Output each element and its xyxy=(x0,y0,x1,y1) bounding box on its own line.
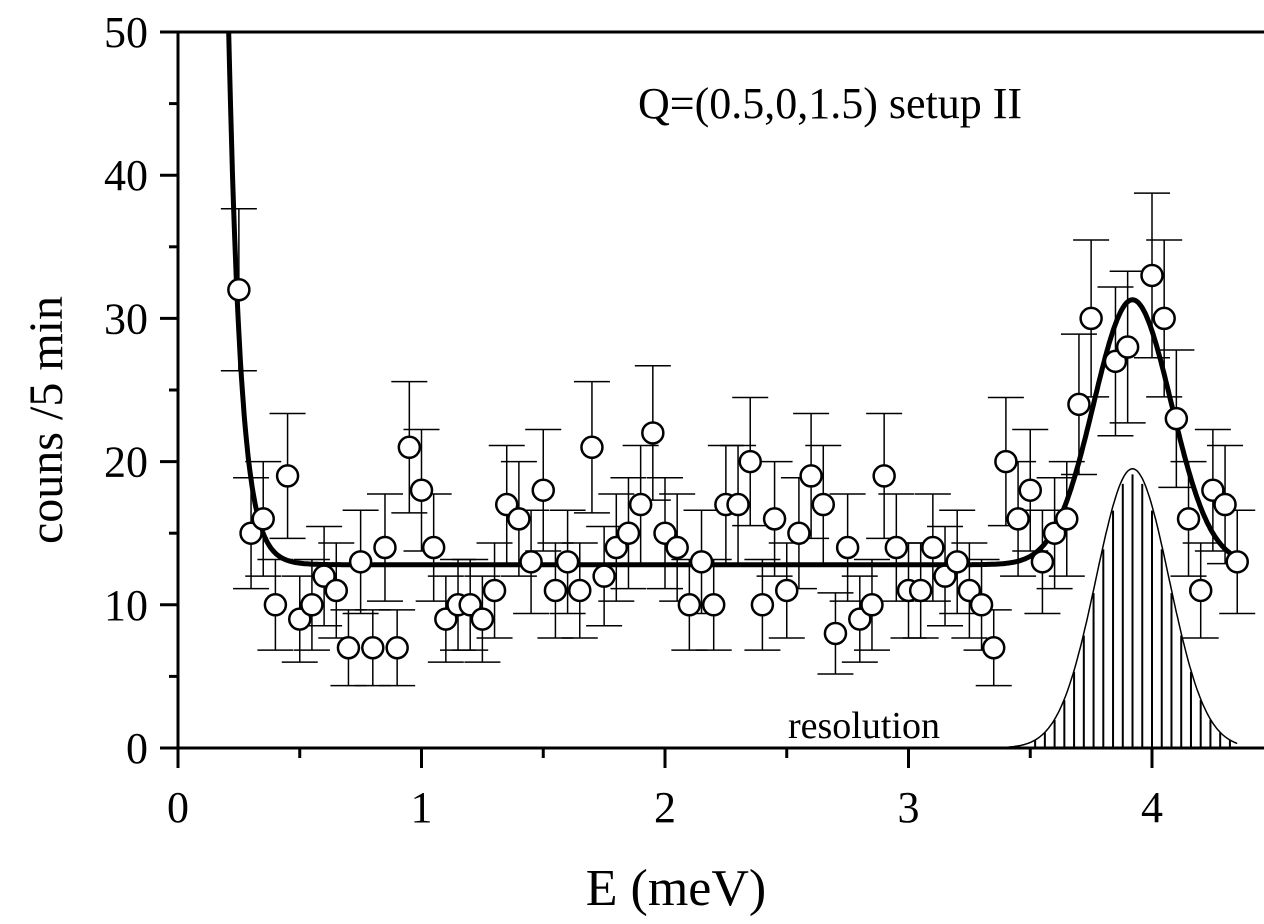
data-point xyxy=(811,492,836,517)
x-tick-label: 0 xyxy=(167,783,189,832)
data-points xyxy=(227,263,1249,660)
data-point xyxy=(324,578,349,603)
y-tick-label: 0 xyxy=(126,724,148,773)
data-point xyxy=(251,507,275,531)
y-axis-label: couns /5 min xyxy=(20,296,73,544)
data-point xyxy=(762,507,787,531)
data-point xyxy=(348,550,373,574)
data-point xyxy=(1115,335,1140,359)
x-tick-label: 3 xyxy=(898,783,920,832)
data-point xyxy=(409,478,434,502)
data-point xyxy=(969,593,994,617)
data-point xyxy=(921,535,945,560)
data-point xyxy=(641,421,665,445)
data-point xyxy=(482,578,507,603)
data-point xyxy=(1164,406,1189,431)
y-tick-label: 20 xyxy=(104,438,148,487)
chart-title: Q=(0.5,0,1.5) setup II xyxy=(638,79,1022,128)
data-point xyxy=(300,593,324,617)
data-point xyxy=(994,449,1018,474)
data-point xyxy=(908,578,933,603)
data-point xyxy=(385,636,409,660)
data-point xyxy=(580,435,604,460)
data-point xyxy=(835,535,860,560)
data-point xyxy=(1225,550,1249,574)
x-tick-label: 2 xyxy=(654,783,676,832)
data-point xyxy=(361,636,385,660)
data-point xyxy=(470,607,495,631)
data-point xyxy=(1176,507,1201,531)
x-tick-label: 4 xyxy=(1141,783,1163,832)
data-point xyxy=(1152,306,1176,331)
data-point xyxy=(884,535,909,560)
data-point xyxy=(1213,492,1237,517)
data-point xyxy=(689,550,714,574)
data-point xyxy=(531,478,555,502)
data-point xyxy=(775,578,799,603)
data-point xyxy=(945,550,969,574)
data-point xyxy=(568,578,592,603)
data-point xyxy=(592,564,616,588)
data-point xyxy=(823,621,848,646)
y-tick-label: 40 xyxy=(104,151,148,200)
data-point xyxy=(981,636,1006,660)
x-axis-label: E (meV) xyxy=(586,860,766,917)
data-point xyxy=(1067,392,1091,417)
data-point xyxy=(1188,578,1213,603)
data-point xyxy=(421,535,446,560)
data-point xyxy=(227,278,251,302)
data-point xyxy=(275,464,300,488)
resolution-curve xyxy=(993,468,1238,749)
data-point xyxy=(1140,263,1164,288)
data-point xyxy=(555,550,580,574)
data-point xyxy=(543,578,568,603)
data-point xyxy=(1006,507,1030,531)
data-point xyxy=(1055,507,1079,531)
y-ticks: 0 10 20 30 40 50 xyxy=(104,8,178,773)
data-point xyxy=(519,550,543,574)
x-tick-label: 1 xyxy=(411,783,433,832)
data-point xyxy=(665,535,689,560)
y-tick-label: 50 xyxy=(104,8,148,57)
data-point xyxy=(787,521,811,545)
data-point xyxy=(872,464,896,488)
error-bars xyxy=(220,192,1256,687)
data-point xyxy=(799,464,823,488)
data-point xyxy=(738,449,762,474)
data-point xyxy=(336,636,361,660)
resolution-label: resolution xyxy=(788,705,940,747)
data-point xyxy=(397,435,422,460)
data-point xyxy=(263,593,288,617)
data-point xyxy=(1079,306,1103,331)
x-ticks: 0 1 2 3 4 xyxy=(167,748,1163,832)
data-point xyxy=(507,507,531,531)
data-point xyxy=(750,593,775,617)
data-point xyxy=(726,492,750,517)
data-point xyxy=(628,492,653,517)
data-point xyxy=(373,535,397,560)
data-point xyxy=(1018,478,1042,502)
data-point xyxy=(616,521,641,545)
y-tick-label: 30 xyxy=(104,294,148,343)
data-point xyxy=(677,593,702,617)
data-point xyxy=(701,593,726,617)
data-point xyxy=(1030,550,1055,574)
y-tick-label: 10 xyxy=(104,581,148,630)
data-point xyxy=(860,593,884,617)
